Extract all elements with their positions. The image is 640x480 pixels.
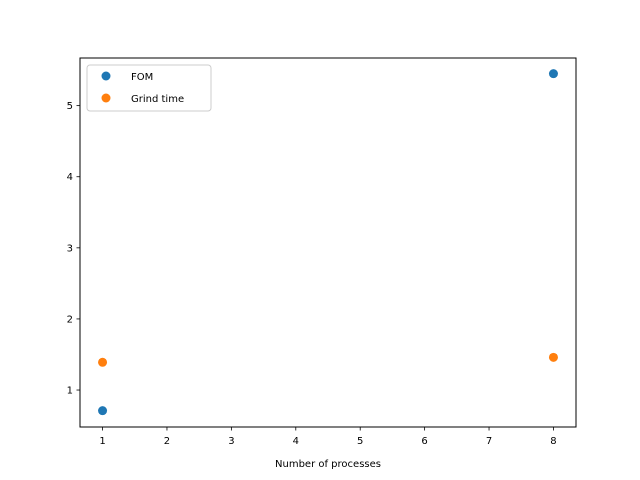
legend-label-fom: FOM [131,72,153,83]
legend-marker-grind-time [101,93,111,103]
legend-box [86,64,212,112]
fom-point [548,69,558,79]
x-axis-label: Number of processes [275,459,381,470]
data-points [98,69,558,416]
fom-point [98,406,108,416]
legend: FOM Grind time [86,64,212,112]
x-tick-label: 6 [421,436,427,447]
x-tick-label: 3 [228,436,234,447]
y-tick-label: 5 [67,101,73,112]
x-tick-label: 4 [293,436,299,447]
y-axis-ticks: 1 2 3 4 5 [67,101,80,397]
grind-time-point [98,357,108,367]
x-tick-label: 5 [357,436,363,447]
plot-area [79,57,577,428]
y-tick-label: 3 [67,243,73,254]
x-tick-label: 2 [164,436,170,447]
x-axis-ticks: 1 2 3 4 5 6 7 8 [99,427,557,447]
axes-frame [79,57,577,428]
legend-entries: FOM Grind time [101,71,184,105]
x-tick-label: 8 [550,436,556,447]
x-tick-label: 7 [486,436,492,447]
y-tick-label: 4 [67,172,73,183]
grind-time-point [548,352,558,362]
x-tick-label: 1 [99,436,105,447]
legend-marker-fom [101,71,111,81]
y-tick-label: 2 [67,314,73,325]
legend-label-grind-time: Grind time [131,94,184,105]
y-tick-label: 1 [67,386,73,397]
